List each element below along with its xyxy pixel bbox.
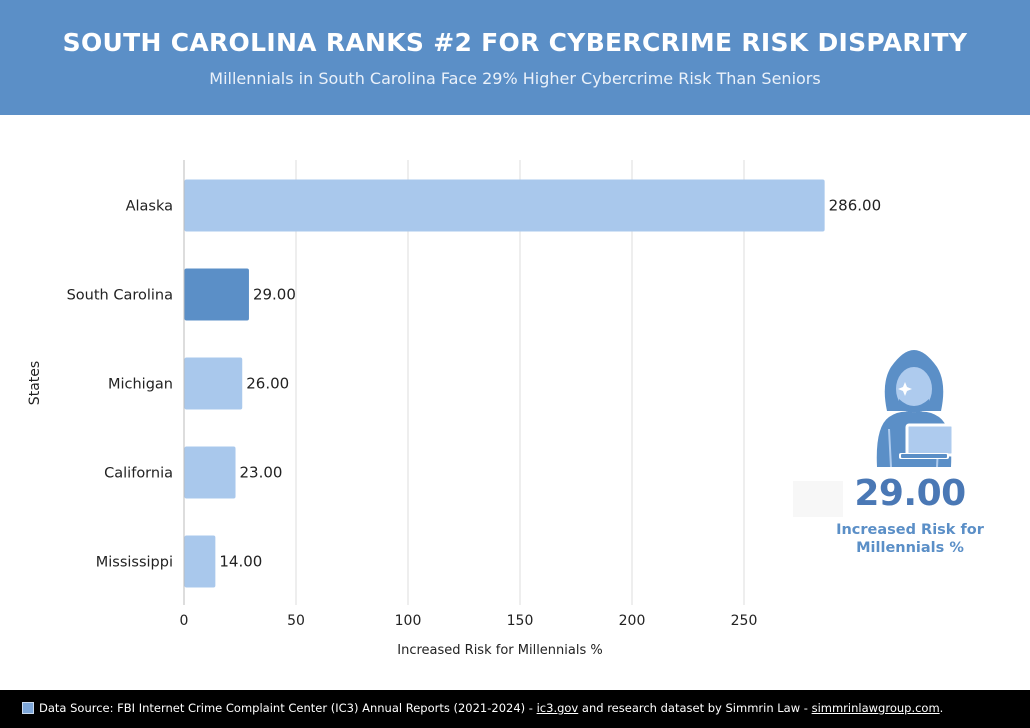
bar-alaska	[184, 179, 825, 232]
data-label-michigan: 26.00	[246, 375, 289, 393]
x-axis-title: Increased Risk for Millennials %	[397, 643, 602, 658]
bar-south-carolina	[184, 268, 249, 321]
y-tick-label-mississippi: Mississippi	[96, 555, 173, 571]
x-tick-label-0: 0	[180, 613, 189, 629]
y-tick-label-california: California	[104, 466, 173, 482]
bar-mississippi	[184, 535, 216, 588]
y-tick-label-south-carolina: South Carolina	[67, 288, 173, 304]
footer-prefix: Data Source: FBI Internet Crime Complain…	[39, 701, 537, 715]
footer-middle: and research dataset by Simmrin Law -	[578, 701, 812, 715]
bar-california	[184, 446, 236, 499]
header-banner: SOUTH CAROLINA RANKS #2 FOR CYBERCRIME R…	[0, 0, 1030, 115]
highlight-panel: 29.00 Increased Risk for Millennials %	[790, 345, 1030, 575]
highlight-label-line1: Increased Risk for	[836, 522, 984, 538]
footer-suffix: .	[939, 701, 944, 715]
data-label-alaska: 286.00	[829, 197, 882, 215]
highlight-value: 29.00	[854, 473, 966, 514]
x-tick-label-150: 150	[507, 613, 534, 629]
chart-icon	[22, 702, 34, 714]
footer: Data Source: FBI Internet Crime Complain…	[0, 690, 1030, 728]
bar-michigan	[184, 357, 243, 410]
page-subtitle: Millennials in South Carolina Face 29% H…	[209, 69, 821, 88]
x-tick-label-50: 50	[287, 613, 305, 629]
x-tick-label-200: 200	[619, 613, 646, 629]
y-tick-label-michigan: Michigan	[108, 377, 173, 393]
data-label-california: 23.00	[240, 464, 283, 482]
ic3-link[interactable]: ic3.gov	[536, 701, 579, 715]
data-label-south-carolina: 29.00	[253, 286, 296, 304]
hacker-icon	[876, 350, 955, 467]
page-title: SOUTH CAROLINA RANKS #2 FOR CYBERCRIME R…	[62, 28, 968, 57]
highlight-label: Increased Risk for Millennials %	[820, 521, 1000, 557]
x-tick-label-250: 250	[731, 613, 758, 629]
data-label-mississippi: 14.00	[219, 553, 262, 571]
y-axis-title: States	[27, 361, 43, 405]
simmrin-link[interactable]: simmrinlawgroup.com	[811, 701, 940, 715]
faint-box	[793, 481, 843, 517]
y-tick-label-alaska: Alaska	[126, 199, 173, 215]
highlight-label-line2: Millennials %	[856, 540, 964, 556]
bar-chart: 0 50 100 150 200 250 286.00 Alaska 29.00 South Ca…	[27, 160, 882, 658]
x-tick-label-100: 100	[395, 613, 422, 629]
